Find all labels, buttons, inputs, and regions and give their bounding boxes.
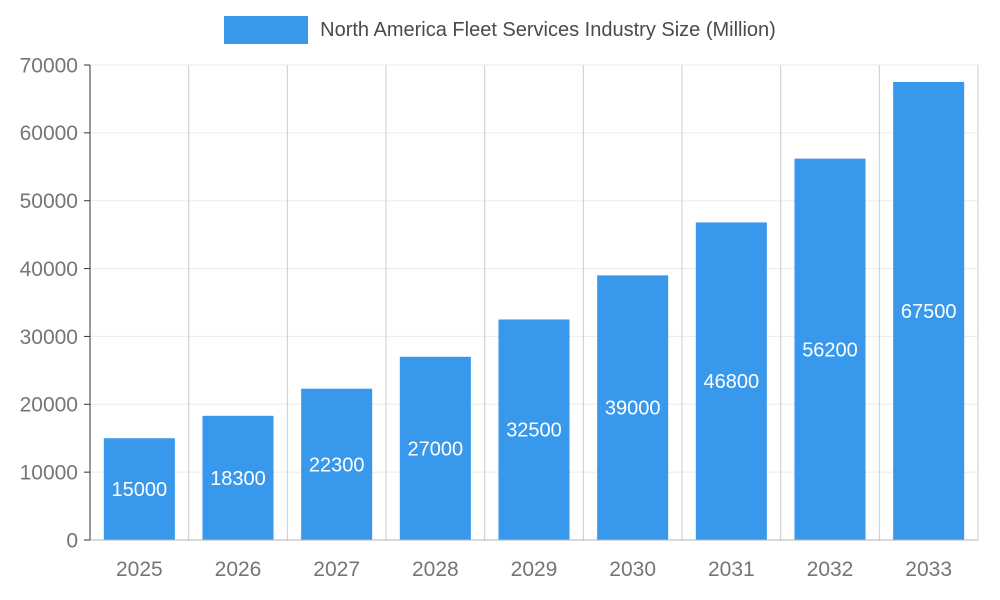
y-tick-label: 50000 — [20, 190, 78, 213]
bar[interactable] — [498, 319, 570, 540]
y-tick-label: 40000 — [20, 258, 78, 281]
legend-swatch — [224, 16, 309, 44]
y-tick-label: 60000 — [20, 122, 78, 145]
bar-value-label: 46800 — [704, 371, 760, 393]
bar[interactable] — [399, 356, 471, 540]
bar-value-label: 56200 — [802, 339, 858, 361]
bar-value-label: 27000 — [408, 438, 464, 460]
bar[interactable] — [103, 438, 175, 540]
bar[interactable] — [893, 81, 965, 540]
bar-value-label: 67500 — [901, 301, 957, 323]
bar[interactable] — [202, 415, 274, 540]
bar[interactable] — [794, 158, 866, 540]
bar-value-label: 39000 — [605, 398, 661, 420]
x-tick-label: 2028 — [412, 558, 459, 581]
y-tick-label: 30000 — [20, 326, 78, 349]
bar-value-label: 15000 — [112, 479, 168, 501]
x-tick-label: 2031 — [708, 558, 755, 581]
bar[interactable] — [695, 222, 767, 540]
y-tick-label: 0 — [66, 529, 78, 552]
x-tick-label: 2033 — [905, 558, 952, 581]
y-tick-label: 10000 — [20, 461, 78, 484]
bar-value-label: 22300 — [309, 454, 365, 476]
x-tick-label: 2030 — [609, 558, 656, 581]
chart-title: North America Fleet Services Industry Si… — [320, 18, 776, 41]
x-tick-label: 2027 — [313, 558, 360, 581]
x-tick-label: 2025 — [116, 558, 163, 581]
bar[interactable] — [597, 275, 669, 540]
y-tick-label: 20000 — [20, 394, 78, 417]
legend: North America Fleet Services Industry Si… — [0, 16, 1000, 44]
y-tick-label: 70000 — [20, 54, 78, 77]
x-tick-label: 2029 — [511, 558, 558, 581]
bar[interactable] — [301, 388, 373, 540]
x-tick-label: 2026 — [215, 558, 262, 581]
x-tick-label: 2032 — [807, 558, 854, 581]
bar-value-label: 18300 — [210, 468, 266, 490]
bar-value-label: 32500 — [506, 420, 562, 442]
